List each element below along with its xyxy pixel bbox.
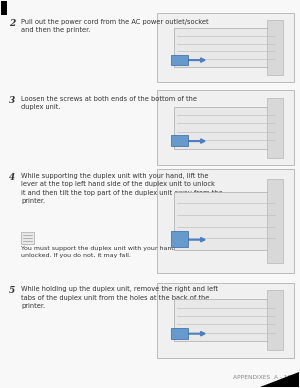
FancyBboxPatch shape — [158, 169, 294, 273]
Bar — [174, 192, 278, 250]
Text: APPENDIXES  A - 18: APPENDIXES A - 18 — [233, 375, 291, 380]
Bar — [267, 290, 283, 350]
FancyBboxPatch shape — [21, 232, 34, 244]
Bar — [174, 28, 278, 67]
Bar — [2, 2, 7, 15]
Bar — [174, 299, 278, 341]
Text: While supporting the duplex unit with your hand, lift the
lever at the top left : While supporting the duplex unit with yo… — [21, 173, 223, 204]
Text: While holding up the duplex unit, remove the right and left
tabs of the duplex u: While holding up the duplex unit, remove… — [21, 286, 218, 310]
Bar — [174, 107, 278, 149]
FancyBboxPatch shape — [158, 90, 294, 165]
Polygon shape — [260, 372, 298, 386]
Text: 3: 3 — [9, 96, 15, 105]
Text: 4: 4 — [9, 173, 15, 182]
Bar — [171, 231, 188, 247]
Bar — [171, 328, 188, 339]
Bar — [267, 97, 283, 158]
Bar — [171, 55, 188, 65]
FancyBboxPatch shape — [158, 13, 294, 82]
Text: 2: 2 — [9, 19, 15, 28]
Bar — [267, 179, 283, 263]
Text: Pull out the power cord from the AC power outlet/socket
and then the printer.: Pull out the power cord from the AC powe… — [21, 19, 209, 33]
Text: 5: 5 — [9, 286, 15, 295]
Bar — [171, 135, 188, 146]
Text: Loosen the screws at both ends of the bottom of the
duplex unit.: Loosen the screws at both ends of the bo… — [21, 96, 197, 110]
FancyBboxPatch shape — [158, 282, 294, 358]
Text: You must support the duplex unit with your hand, when it is
unlocked. If you do : You must support the duplex unit with yo… — [21, 246, 210, 258]
Bar — [267, 20, 283, 75]
